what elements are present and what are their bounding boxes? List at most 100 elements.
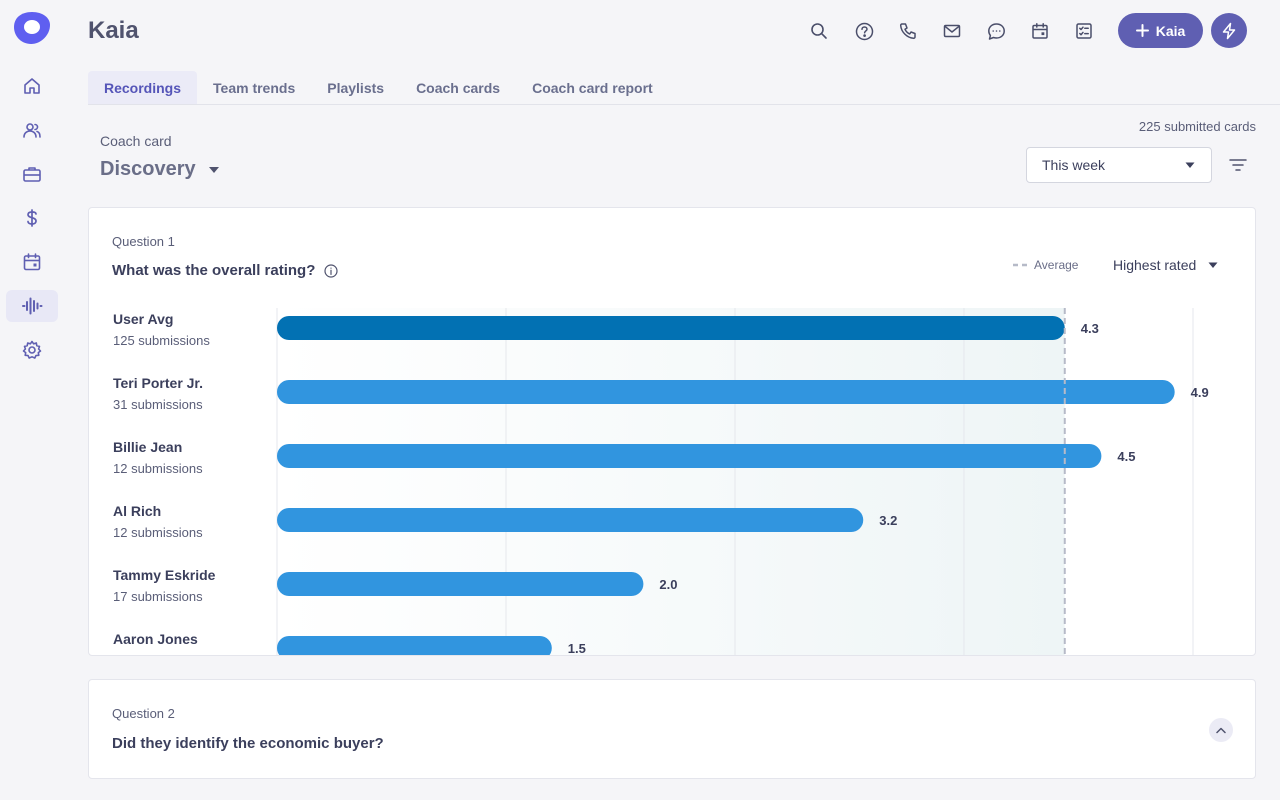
sidebar-item-settings[interactable] (6, 334, 58, 366)
bar-category-label: Tammy Eskride (113, 567, 216, 583)
chart-row: Teri Porter Jr. 31 submissions 4.9 (113, 375, 1209, 412)
tab-team-trends[interactable]: Team trends (213, 80, 296, 96)
mail-icon (943, 23, 961, 39)
tasks-button[interactable] (1073, 20, 1095, 42)
rating-bar[interactable] (277, 444, 1102, 468)
caret-down-icon (1208, 262, 1218, 269)
average-legend-label: Average (1034, 258, 1079, 272)
tasks-icon (1075, 22, 1093, 40)
bar-category-label: Billie Jean (113, 439, 182, 455)
rating-bar[interactable] (277, 316, 1065, 340)
gear-icon (22, 340, 42, 360)
waveform-icon (21, 296, 43, 316)
chart-row: Aaron Jones 1.5 (113, 631, 586, 656)
question-1-number: Question 1 (112, 234, 175, 249)
quick-actions-button[interactable] (1211, 13, 1247, 48)
bar-value-label: 2.0 (659, 577, 677, 592)
question-2-title: Did they identify the economic buyer? (112, 735, 384, 752)
sidebar-item-deals[interactable] (6, 158, 58, 190)
search-icon (810, 22, 828, 40)
bar-submission-count: 17 submissions (113, 589, 203, 604)
info-icon[interactable] (324, 263, 338, 278)
question-2-title-text: Did they identify the economic buyer? (112, 735, 384, 752)
sidebar-item-revenue[interactable] (6, 202, 58, 234)
tab-bar: Recordings Team trends Playlists Coach c… (88, 71, 669, 105)
bar-category-label: User Avg (113, 311, 173, 327)
sort-dropdown[interactable]: Highest rated (1113, 257, 1218, 273)
chart-row: User Avg 125 submissions 4.3 (113, 311, 1099, 348)
sidebar-item-recordings[interactable] (6, 290, 58, 322)
tab-playlists[interactable]: Playlists (327, 80, 385, 96)
bar-category-label: Al Rich (113, 503, 161, 519)
collapse-button[interactable] (1209, 718, 1233, 742)
coach-card-dropdown[interactable]: Discovery (100, 158, 220, 181)
caret-down-icon (208, 166, 220, 174)
bar-category-label: Aaron Jones (113, 631, 198, 647)
bar-value-label: 1.5 (568, 641, 586, 656)
help-button[interactable] (853, 20, 875, 42)
phone-button[interactable] (897, 20, 919, 42)
tab-divider (88, 104, 1280, 105)
chart-row: Al Rich 12 submissions 3.2 (113, 503, 897, 540)
coach-card-label: Coach card (100, 133, 172, 149)
tab-coach-cards[interactable]: Coach cards (416, 80, 501, 96)
new-kaia-label: Kaia (1155, 22, 1186, 39)
filter-button[interactable] (1228, 156, 1248, 174)
dollar-icon (22, 208, 42, 228)
bar-submission-count: 31 submissions (113, 397, 203, 412)
date-range-dropdown[interactable]: This week (1026, 147, 1212, 183)
chart-row: Billie Jean 12 submissions 4.5 (113, 439, 1135, 476)
rating-bar[interactable] (277, 636, 552, 656)
bar-submission-count: 125 submissions (113, 333, 210, 348)
bar-value-label: 3.2 (879, 513, 897, 528)
chevron-up-icon (1216, 727, 1226, 734)
caret-down-icon (1185, 162, 1195, 169)
calendar-button[interactable] (1029, 20, 1051, 42)
chat-button[interactable] (985, 20, 1007, 42)
sort-value: Highest rated (1113, 257, 1197, 273)
date-range-value: This week (1042, 157, 1106, 173)
sidebar (0, 0, 64, 800)
bar-submission-count: 12 submissions (113, 525, 203, 540)
question-1-card: User Avg 125 submissions 4.3 Teri Porter Jr… (88, 207, 1256, 656)
phone-icon (899, 22, 917, 40)
tab-recordings[interactable]: Recordings (88, 71, 198, 105)
calendar-icon (1031, 22, 1049, 40)
rating-bar[interactable] (277, 508, 864, 532)
lightning-icon (1220, 22, 1238, 40)
filter-icon (1228, 156, 1248, 174)
calendar-icon (22, 252, 42, 272)
home-icon (22, 76, 42, 96)
chart-background-band (277, 308, 1065, 655)
tab-coach-card-report[interactable]: Coach card report (532, 80, 653, 96)
rating-bar[interactable] (277, 380, 1175, 404)
people-icon (22, 120, 42, 140)
plus-icon (1135, 24, 1149, 37)
sidebar-item-home[interactable] (6, 70, 58, 102)
dashed-line-icon (1013, 263, 1027, 267)
chart-row: Tammy Eskride 17 submissions 2.0 (113, 567, 677, 604)
average-legend: Average (1013, 258, 1078, 272)
question-2-card: Question 2 Did they identify the economi… (88, 679, 1256, 779)
bar-submission-count: 12 submissions (113, 461, 203, 476)
search-button[interactable] (808, 20, 830, 42)
mail-button[interactable] (941, 20, 963, 42)
chat-icon (987, 22, 1006, 41)
submitted-cards-count: 225 submitted cards (1138, 119, 1256, 134)
help-icon (855, 22, 874, 41)
question-1-title: What was the overall rating? (112, 262, 338, 279)
bar-value-label: 4.3 (1081, 321, 1099, 336)
question-1-title-text: What was the overall rating? (112, 262, 316, 279)
rating-bar-chart: User Avg 125 submissions 4.3 Teri Porter Jr… (113, 308, 1209, 656)
rating-bar[interactable] (277, 572, 644, 596)
briefcase-icon (22, 164, 42, 184)
sidebar-item-people[interactable] (6, 114, 58, 146)
sidebar-item-calendar[interactable] (6, 246, 58, 278)
bar-category-label: Teri Porter Jr. (113, 375, 203, 391)
new-kaia-button[interactable]: Kaia (1118, 13, 1203, 48)
bar-value-label: 4.5 (1117, 449, 1135, 464)
bar-value-label: 4.9 (1191, 385, 1209, 400)
question-2-number: Question 2 (112, 706, 175, 721)
coach-card-selected: Discovery (100, 158, 196, 180)
app-logo[interactable] (12, 10, 52, 46)
